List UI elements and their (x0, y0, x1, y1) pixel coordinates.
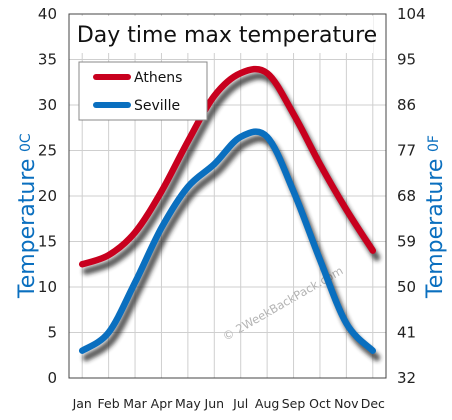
x-tick: Jun (204, 396, 225, 411)
y-tick-left: 30 (38, 96, 57, 114)
y-tick-right: 59 (397, 233, 416, 251)
legend-label-seville: Seville (134, 98, 180, 114)
x-tick: Dec (361, 396, 385, 411)
y-tick-right: 32 (397, 369, 416, 387)
x-tick: Mar (123, 396, 147, 411)
title-box (79, 16, 373, 53)
y-tick-left: 15 (38, 233, 57, 251)
tick-labels: 0 5 10 15 20 25 30 35 40 32 41 50 59 68 77 86 95 104 Jan Fe… (38, 5, 426, 411)
y-tick-right: 41 (397, 324, 416, 342)
y-tick-right: 50 (397, 278, 416, 296)
x-tick: Sep (282, 396, 306, 411)
series-line-athens (78, 65, 377, 268)
left-axis-title: Temperature (15, 159, 40, 299)
x-tick: Jan (72, 396, 92, 411)
y-tick-left: 20 (38, 187, 57, 205)
y-tick-right: 86 (397, 96, 416, 114)
x-tick: Feb (98, 396, 120, 411)
y-tick-right: 68 (397, 187, 416, 205)
x-tick: Jul (232, 396, 248, 411)
right-axis-title: Temperature (423, 159, 448, 299)
series-layer (78, 65, 381, 362)
plot-frame (68, 13, 387, 379)
right-axis-unit: 0F (426, 135, 442, 152)
legend-label-athens: Athens (134, 70, 182, 86)
y-tick-left: 5 (47, 324, 57, 342)
x-tick: Oct (309, 396, 331, 411)
series-line-seville (78, 128, 377, 354)
y-tick-left: 40 (38, 5, 57, 23)
y-tick-left: 0 (47, 369, 57, 387)
chart-title: Day time max temperature (77, 23, 377, 48)
y-tick-right: 95 (397, 51, 416, 69)
x-tick: Nov (334, 396, 359, 411)
legend-box (78, 61, 208, 121)
x-tick: Aug (255, 396, 279, 411)
legend: Athens Seville (78, 61, 208, 121)
y-tick-right: 77 (397, 142, 416, 160)
y-tick-left: 35 (38, 51, 57, 69)
y-tick-left: 25 (38, 142, 57, 160)
y-tick-left: 10 (38, 278, 57, 296)
y-tick-right: 104 (397, 5, 426, 23)
x-tick: Apr (151, 396, 173, 411)
left-axis-unit: 0C (18, 133, 34, 152)
x-tick: May (175, 396, 201, 411)
